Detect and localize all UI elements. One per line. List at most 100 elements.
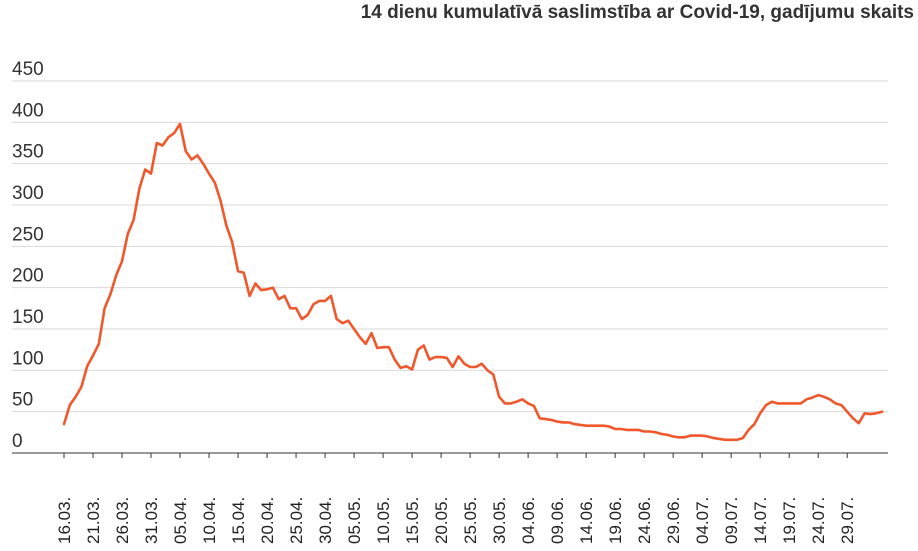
data-point [800,402,802,404]
data-point [196,154,198,156]
series-line [62,122,884,442]
data-point [75,396,77,398]
data-point [655,431,657,433]
data-point [208,173,210,175]
y-tick-label: 100 [12,348,44,369]
data-point [225,225,227,227]
data-point [579,424,581,426]
data-point [631,429,634,431]
y-tick-label: 450 [12,59,44,80]
data-point [179,123,181,125]
data-point [463,363,465,365]
x-tick-label: 20.05. [432,497,451,544]
data-point [597,425,599,427]
data-point [162,144,164,147]
data-point [394,359,396,361]
data-point [92,354,94,357]
x-tick-label: 09.06. [548,497,567,544]
x-tick-label: 19.07. [780,497,799,544]
data-point [231,241,233,243]
data-point [405,365,407,367]
data-point [690,435,692,437]
data-point [533,405,535,407]
x-tick-label: 20.04. [258,497,277,544]
data-point [695,435,698,437]
data-point [481,363,483,365]
data-point [133,219,135,221]
data-point [202,163,204,165]
data-point [475,366,477,368]
y-tick-label: 50 [12,390,33,411]
y-tick-label: 300 [12,183,44,204]
data-point [307,314,309,316]
y-tick-label: 350 [12,142,44,163]
data-point [69,404,71,406]
data-point [684,436,686,438]
data-point [817,394,819,396]
x-tick-label: 05.04. [171,497,190,544]
data-point [376,347,378,349]
x-tick-label: 14.07. [751,497,770,544]
data-point [782,402,785,404]
data-point [115,274,117,276]
x-tick-label: 25.05. [461,497,480,544]
data-point [748,429,750,431]
data-point [498,396,500,398]
data-point [852,417,854,419]
data-point [312,303,315,305]
data-point [220,200,222,202]
data-point [811,397,814,399]
x-tick-label: 04.07. [693,497,712,544]
data-point [428,359,431,361]
data-point [173,132,175,134]
data-point [98,343,100,345]
data-point [608,425,610,428]
data-point [469,366,471,368]
data-point [86,365,88,367]
data-point [724,439,727,441]
data-point [191,158,193,161]
data-point [353,328,355,330]
data-point [324,300,326,302]
data-point [794,402,796,404]
data-point [806,398,808,400]
data-point [440,356,442,358]
data-point [527,402,529,404]
y-tick-label: 400 [12,100,44,121]
x-axis-ticks: 16.03. 21.03. 26.03. 31.03. 05.04. 10.04. 15.0… [55,453,857,544]
data-point [359,336,361,338]
data-point [602,425,605,427]
y-tick-label: 250 [12,224,44,245]
data-point [243,272,245,274]
data-point [434,356,436,358]
data-point [869,413,872,415]
data-point [620,428,622,430]
data-point [713,437,715,439]
data-point [591,425,593,427]
data-point [109,293,111,295]
data-point [730,439,732,441]
data-point [544,418,547,420]
data-point [249,295,251,297]
x-tick-label: 24.07. [809,497,828,544]
data-point [336,318,338,320]
data-point [777,402,779,404]
data-point [835,402,837,404]
y-tick-label: 150 [12,307,44,328]
x-tick-label: 14.06. [577,497,596,544]
data-point [626,429,628,431]
data-point [295,307,297,309]
data-point [666,434,668,436]
data-point [365,343,367,345]
data-point [759,412,761,414]
data-point [289,307,291,309]
data-point [341,322,344,324]
data-point [167,136,169,138]
chart-title: 14 dienu kumulatīvā saslimstība ar Covid… [360,2,914,23]
x-tick-label: 16.03. [55,497,74,544]
data-point [388,346,390,348]
data-point [515,401,518,403]
data-point [701,435,703,437]
data-point [283,295,286,297]
